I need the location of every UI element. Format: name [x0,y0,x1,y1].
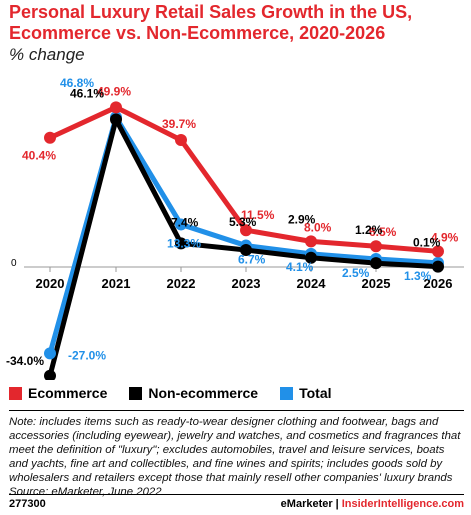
x-tick-label-2024: 2024 [297,276,327,291]
data-label-non-ecommerce-2022: 7.4% [171,215,199,229]
data-label-ecommerce-2023: 11.5% [241,208,275,222]
x-tick-label-2026: 2026 [424,276,453,291]
data-point-total-2022 [175,218,187,231]
legend-label-ecommerce: Ecommerce [28,385,108,401]
data-label-non-ecommerce-2026: 0.1% [413,236,441,250]
data-point-non-ecommerce-2022 [175,237,187,250]
brand-divider: | [335,498,339,510]
data-point-ecommerce-2021 [110,101,122,114]
data-point-ecommerce-2020 [44,131,56,144]
x-tick-label-2021: 2021 [102,276,131,291]
divider-bottom [9,494,464,495]
data-point-ecommerce-2025 [370,240,382,253]
data-point-ecommerce-2024 [305,235,317,248]
source-text: Source: eMarketer, June 2022 [9,486,162,498]
data-point-non-ecommerce-2025 [370,257,382,270]
data-point-total-2020 [44,347,56,360]
legend: Ecommerce Non-ecommerce Total [9,385,332,401]
data-label-non-ecommerce-2024: 2.9% [288,213,316,227]
legend-swatch-total [280,386,294,400]
data-label-ecommerce-2020: 40.4% [22,149,56,163]
chart-note: Note: includes items such as ready-to-we… [9,415,464,499]
legend-item-total: Total [280,385,332,401]
x-tick-label-2020: 2020 [36,276,65,291]
brand-emarketer: eMarketer [280,498,333,510]
data-label-total-2025: 2.5% [342,266,370,280]
brand-insider-intelligence: InsiderIntelligence.com [341,498,464,510]
chart-id: 277300 [9,498,46,510]
data-label-total-2023: 6.7% [238,253,266,267]
data-label-total-2026: 1.3% [404,269,432,283]
data-label-non-ecommerce-2023: 5.3% [229,215,257,229]
footer-brand: eMarketer | InsiderIntelligence.com [281,498,464,510]
data-label-non-ecommerce-2020: -34.0% [6,354,44,368]
data-point-non-ecommerce-2023 [240,244,252,257]
data-label-ecommerce-2021: 49.9% [97,84,131,98]
legend-label-total: Total [299,385,332,401]
data-point-non-ecommerce-2026 [432,260,444,273]
data-label-total-2021: 46.8% [60,76,94,90]
data-label-total-2020: -27.0% [68,348,106,362]
zero-label: 0 [11,258,17,269]
legend-item-ecommerce: Ecommerce [9,385,107,401]
x-tick-label-2025: 2025 [362,276,391,291]
data-label-non-ecommerce-2025: 1.2% [355,223,383,237]
chart-title: Personal Luxury Retail Sales Growth in t… [9,2,413,43]
legend-swatch-non-ecommerce [129,386,143,400]
data-point-non-ecommerce-2021 [110,113,122,126]
data-label-ecommerce-2026: 4.9% [431,230,459,244]
data-point-non-ecommerce-2024 [305,251,317,264]
note-text: Note: includes items such as ready-to-we… [9,416,461,484]
legend-swatch-ecommerce [9,386,22,400]
data-label-total-2024: 4.1% [286,260,314,274]
data-point-non-ecommerce-2020 [44,369,56,380]
data-label-ecommerce-2025: 6.5% [369,225,397,239]
legend-item-non-ecommerce: Non-ecommerce [129,385,258,401]
divider-top [9,410,464,411]
line-chart: 0 2020 2021 2022 2023 2024 2025 2026 40.4% 49.9… [6,76,464,380]
data-point-ecommerce-2023 [240,224,252,237]
data-label-ecommerce-2022: 39.7% [162,117,196,131]
data-point-ecommerce-2026 [432,245,444,258]
legend-label-non-ecommerce: Non-ecommerce [148,385,259,401]
data-label-total-2022: 13.3% [167,236,201,250]
chart-subtitle: % change [9,45,85,64]
data-point-ecommerce-2022 [175,133,187,146]
x-tick-label-2023: 2023 [232,276,261,291]
data-label-non-ecommerce-2021: 46.1% [70,86,104,100]
data-label-ecommerce-2024: 8.0% [304,220,332,234]
x-tick-label-2022: 2022 [167,276,196,291]
